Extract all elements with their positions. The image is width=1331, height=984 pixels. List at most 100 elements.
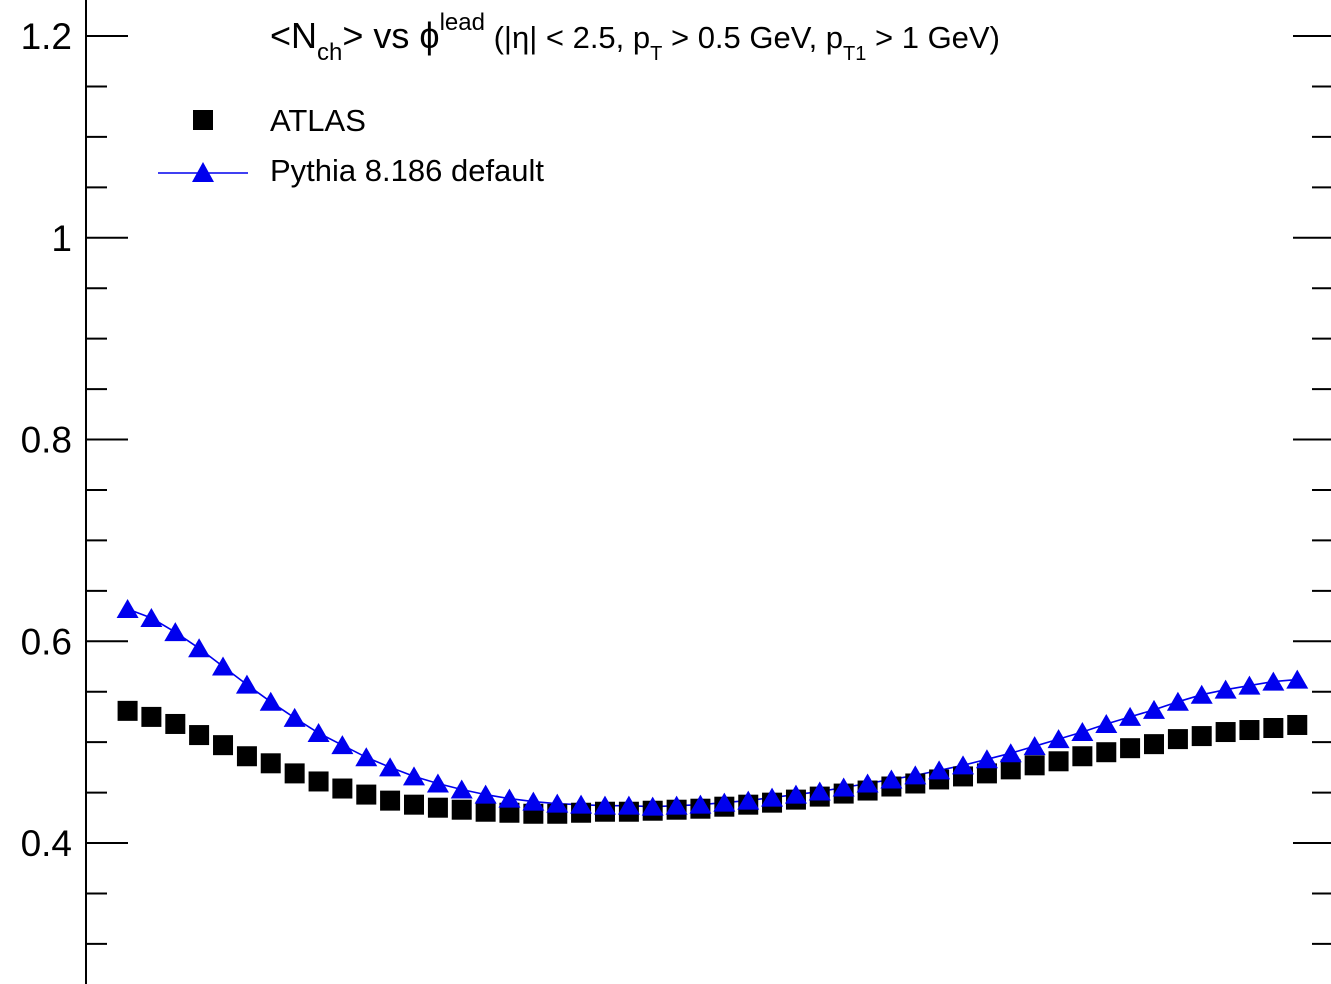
data-series: [116, 598, 1309, 824]
atlas-data-point: [427, 797, 448, 818]
y-tick-label: 0.6: [21, 621, 72, 662]
pythia-data-point: [975, 749, 998, 769]
atlas-data-point: [165, 713, 186, 734]
pythia-data-point: [737, 790, 760, 810]
pythia-data-point: [832, 777, 855, 797]
pythia-data-point: [259, 691, 282, 711]
atlas-data-point: [1024, 755, 1045, 776]
pythia-data-point: [140, 608, 163, 628]
atlas-data-point: [1048, 751, 1069, 772]
atlas-data-point: [1120, 738, 1141, 759]
pythia-data-point: [283, 707, 306, 727]
legend-atlas-label: ATLAS: [270, 103, 366, 138]
pythia-data-point: [1238, 675, 1261, 695]
atlas-data-point: [1191, 726, 1212, 747]
atlas-data-point: [1215, 722, 1236, 743]
atlas-data-point: [1167, 729, 1188, 750]
pythia-data-point: [928, 760, 951, 780]
atlas-data-point: [976, 763, 997, 784]
pythia-data-point: [617, 795, 640, 815]
y-tick-label: 1.2: [21, 16, 72, 57]
atlas-data-point: [117, 700, 138, 721]
pythia-data-point: [1262, 671, 1285, 691]
atlas-data-point: [404, 794, 424, 815]
y-tick-label: 0.8: [21, 420, 72, 461]
atlas-data-point: [1000, 759, 1021, 780]
pythia-data-point: [641, 796, 664, 816]
pythia-data-point: [713, 792, 736, 812]
pythia-data-point: [212, 656, 235, 676]
pythia-data-point: [188, 638, 211, 658]
y-tick-label: 0.4: [21, 823, 72, 864]
title-sub-ch: ch: [317, 39, 342, 66]
pythia-data-point: [1119, 706, 1142, 726]
atlas-data-point: [1096, 742, 1117, 763]
legend-pythia-label: Pythia 8.186 default: [270, 153, 544, 188]
atlas-data-point: [141, 706, 162, 727]
title-prefix: <N: [270, 15, 317, 56]
pythia-data-point: [1190, 684, 1213, 704]
pythia-data-point: [379, 757, 402, 777]
atlas-data-point: [189, 725, 210, 746]
title-mid: > vs: [342, 15, 419, 56]
atlas-data-point: [332, 778, 353, 799]
pythia-data-point: [1166, 691, 1189, 711]
pythia-data-point: [1071, 722, 1094, 742]
atlas-data-point: [1072, 746, 1093, 767]
atlas-data-point: [380, 790, 401, 811]
pythia-data-point: [426, 773, 449, 793]
title-cond2: > 0.5 GeV, p: [662, 20, 843, 55]
pythia-data-point: [808, 781, 831, 801]
pythia-data-point: [904, 765, 927, 785]
atlas-data-point: [1287, 714, 1308, 735]
title-phi: ϕ: [419, 15, 439, 56]
atlas-data-point: [499, 802, 520, 823]
pythia-data-point: [331, 735, 354, 755]
atlas-data-point: [356, 784, 377, 805]
tick-marks: [86, 35, 1331, 945]
pythia-data-point: [546, 793, 569, 813]
pythia-data-point: [450, 779, 473, 799]
atlas-data-point: [475, 801, 496, 822]
y-tick-label: 1: [51, 218, 72, 259]
pythia-data-point: [1286, 669, 1309, 689]
pythia-data-point: [593, 795, 616, 815]
pythia-data-point: [952, 755, 975, 775]
pythia-data-point: [1095, 713, 1118, 733]
title-sub-t: T: [650, 43, 662, 65]
chart-title: <Nch> vs ϕlead (|η| < 2.5, pT > 0.5 GeV,…: [270, 9, 1000, 66]
pythia-data-point: [880, 769, 903, 789]
pythia-data-point: [784, 784, 807, 804]
atlas-data-point: [1144, 734, 1164, 755]
atlas-data-point: [451, 799, 472, 820]
pythia-data-point: [235, 674, 258, 694]
pythia-data-point: [522, 791, 545, 811]
atlas-data-point: [284, 763, 305, 784]
pythia-data-point: [116, 598, 139, 618]
title-sub-t1: T1: [843, 43, 866, 65]
pythia-data-point: [307, 723, 330, 743]
pythia-data-point: [999, 743, 1022, 763]
pythia-data-point: [1143, 699, 1165, 719]
atlas-data-point: [260, 753, 281, 774]
pythia-data-point: [1047, 729, 1070, 749]
legend-atlas-marker: [193, 110, 213, 130]
pythia-data-point: [355, 747, 378, 767]
title-cond1: (|η| < 2.5, p: [485, 20, 650, 55]
pythia-data-point: [689, 794, 712, 814]
pythia-data-point: [761, 787, 784, 807]
pythia-data-point: [570, 794, 593, 814]
atlas-data-point: [1263, 718, 1284, 739]
tick-labels: 0.4 0.6 0.8 1 1.2: [21, 16, 72, 864]
atlas-data-point: [1239, 720, 1260, 741]
atlas-data-point: [236, 746, 257, 767]
legend-pythia-marker: [192, 162, 214, 182]
title-cond3: > 1 GeV): [866, 20, 1000, 55]
legend: ATLAS Pythia 8.186 default: [158, 103, 544, 188]
pythia-data-point: [403, 766, 425, 786]
pythia-data-point: [1214, 679, 1237, 699]
pythia-data-point: [1023, 736, 1046, 756]
pythia-data-point: [665, 795, 688, 815]
atlas-data-point: [308, 771, 329, 792]
